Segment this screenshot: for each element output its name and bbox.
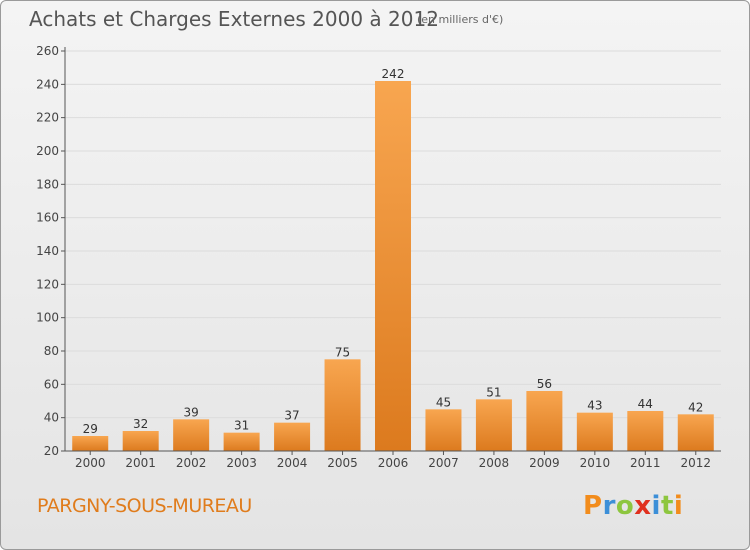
bar xyxy=(425,409,462,451)
bar xyxy=(122,431,159,451)
chart-title: Achats et Charges Externes 2000 à 2012 xyxy=(29,7,439,31)
data-label: 56 xyxy=(537,377,552,391)
y-tick-label: 80 xyxy=(44,344,59,358)
x-tick-label: 2002 xyxy=(176,456,207,470)
y-tick-label: 20 xyxy=(44,444,59,458)
logo-letter: i xyxy=(651,491,661,521)
bar xyxy=(223,432,260,451)
y-tick-label: 140 xyxy=(36,244,59,258)
bar xyxy=(274,422,311,451)
x-tick-label: 2007 xyxy=(428,456,459,470)
data-label: 39 xyxy=(184,405,199,419)
logo-letter: o xyxy=(615,491,635,521)
y-tick-label: 220 xyxy=(36,111,59,125)
logo-letter: r xyxy=(602,491,616,521)
axes: 20 40 60 80 100 120 140 160 180 200 220 240 260 2000 2… xyxy=(36,44,721,470)
bar xyxy=(677,414,714,451)
logo-letter: t xyxy=(660,491,674,521)
y-tick-label: 160 xyxy=(36,211,59,225)
bar xyxy=(526,391,563,451)
y-tick-label: 240 xyxy=(36,77,59,91)
x-tick-label: 2000 xyxy=(75,456,106,470)
data-label: 29 xyxy=(83,422,98,436)
y-tick-label: 40 xyxy=(44,411,59,425)
y-tick-label: 100 xyxy=(36,311,59,325)
x-tick-label: 2012 xyxy=(680,456,711,470)
data-label: 75 xyxy=(335,345,350,359)
data-label: 45 xyxy=(436,395,451,409)
y-tick-label: 260 xyxy=(36,44,59,58)
commune-name: PARGNY-SOUS-MUREAU xyxy=(37,495,252,517)
data-label: 242 xyxy=(382,67,405,81)
bar xyxy=(72,436,109,451)
logo-letter: x xyxy=(634,491,652,521)
y-tick-label: 120 xyxy=(36,277,59,291)
x-tick-label: 2003 xyxy=(226,456,257,470)
data-label: 43 xyxy=(587,399,602,413)
bar xyxy=(576,412,613,451)
x-tick-label: 2006 xyxy=(378,456,409,470)
x-tick-label: 2008 xyxy=(479,456,510,470)
bar xyxy=(324,359,361,451)
x-tick-label: 2011 xyxy=(630,456,661,470)
x-tick-label: 2010 xyxy=(580,456,611,470)
bar xyxy=(627,411,664,451)
proxiti-logo[interactable]: Proxiti xyxy=(583,491,683,521)
x-tick-label: 2004 xyxy=(277,456,308,470)
bar xyxy=(173,419,210,451)
y-tick-label: 180 xyxy=(36,177,59,191)
data-labels: 29 32 39 31 37 75 242 45 51 56 43 44 42 xyxy=(83,67,704,436)
bars xyxy=(72,81,714,451)
logo-letter: i xyxy=(673,491,684,521)
data-label: 31 xyxy=(234,419,249,433)
x-tick-label: 2001 xyxy=(125,456,156,470)
x-tick-label: 2009 xyxy=(529,456,560,470)
logo-letter: P xyxy=(583,491,603,521)
bar xyxy=(375,81,411,451)
y-tick-label: 200 xyxy=(36,144,59,158)
data-label: 37 xyxy=(284,409,299,423)
y-tick-label: 60 xyxy=(44,377,59,391)
data-label: 44 xyxy=(638,397,653,411)
data-label: 51 xyxy=(486,385,501,399)
data-label: 32 xyxy=(133,417,148,431)
bar xyxy=(475,399,512,451)
x-tick-label: 2005 xyxy=(327,456,358,470)
data-label: 42 xyxy=(688,400,703,414)
chart-subtitle: (en milliers d'€) xyxy=(417,13,504,26)
